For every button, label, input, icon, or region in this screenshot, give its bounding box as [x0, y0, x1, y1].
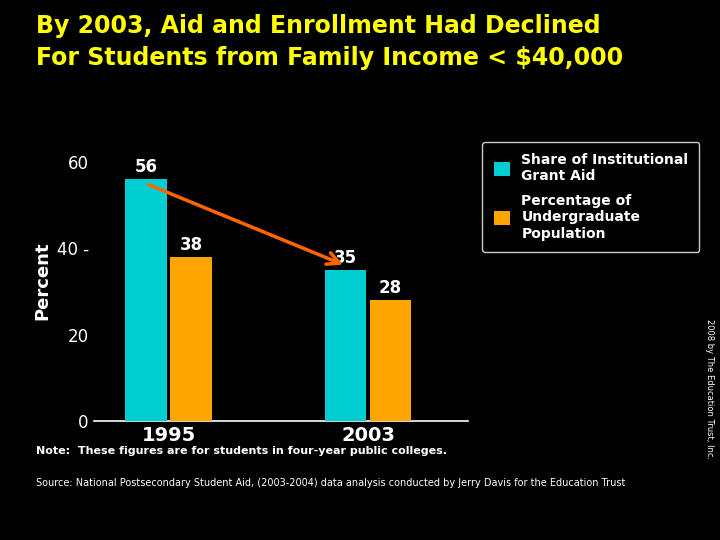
Text: 28: 28: [379, 279, 402, 297]
Bar: [125, 179, 167, 421]
Bar: [170, 257, 212, 421]
Legend: Share of Institutional
Grant Aid, Percentage of
Undergraduate
Population: Share of Institutional Grant Aid, Percen…: [482, 141, 699, 252]
Bar: [325, 270, 366, 421]
Text: Source: National Postsecondary Student Aid, (2003-2004) data analysis conducted : Source: National Postsecondary Student A…: [36, 478, 626, 488]
Y-axis label: Percent: Percent: [33, 241, 51, 320]
Text: 2008 by The Education Trust, Inc.: 2008 by The Education Trust, Inc.: [705, 319, 714, 459]
Text: 38: 38: [179, 235, 202, 254]
Text: By 2003, Aid and Enrollment Had Declined: By 2003, Aid and Enrollment Had Declined: [36, 14, 600, 37]
Text: Note:  These figures are for students in four-year public colleges.: Note: These figures are for students in …: [36, 446, 447, 456]
Text: 56: 56: [135, 158, 158, 176]
Text: 35: 35: [334, 248, 357, 267]
Text: For Students from Family Income < $40,000: For Students from Family Income < $40,00…: [36, 46, 623, 70]
Bar: [370, 300, 411, 421]
